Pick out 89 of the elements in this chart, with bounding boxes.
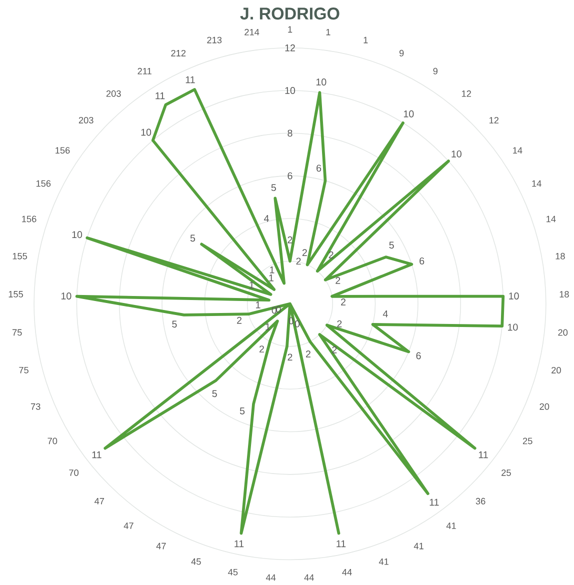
spoke-label: 47 — [94, 498, 104, 504]
spoke-label: 70 — [69, 469, 79, 476]
spoke-label: 14 — [513, 147, 522, 154]
y-tick-label: 8 — [288, 130, 292, 137]
spoke-label: 14 — [546, 216, 556, 222]
data-label: 1 — [270, 266, 274, 274]
data-label: 2 — [341, 298, 346, 306]
spoke-label: 212 — [171, 50, 186, 56]
data-label: 2 — [337, 320, 342, 328]
data-label: 5 — [212, 390, 218, 398]
spoke-label: 213 — [207, 36, 222, 44]
spoke-label: 18 — [556, 252, 566, 260]
spoke-label: 12 — [462, 90, 472, 97]
spoke-label: 47 — [156, 542, 166, 550]
data-label: 5 — [389, 242, 394, 249]
spoke-label: 9 — [433, 68, 438, 74]
data-label: 11 — [430, 498, 439, 506]
spoke-label: 20 — [558, 329, 568, 336]
data-label: 2 — [237, 316, 242, 324]
data-label: 5 — [190, 234, 196, 242]
spoke-label: 45 — [228, 568, 238, 576]
data-label: 6 — [416, 352, 422, 360]
spoke-label: 20 — [540, 403, 550, 410]
data-label: 2 — [302, 249, 308, 256]
spoke-label: 73 — [31, 403, 40, 410]
data-label: 4 — [383, 310, 388, 318]
data-label: 11 — [479, 451, 488, 458]
data-label: 2 — [336, 276, 340, 284]
spoke-label: 44 — [266, 574, 276, 581]
data-label: 5 — [240, 408, 245, 414]
spoke-label: 75 — [12, 329, 22, 336]
spoke-label: 156 — [22, 216, 36, 222]
spoke-label: 44 — [342, 569, 352, 576]
data-label: 11 — [336, 540, 346, 548]
spoke-label: 41 — [379, 558, 389, 565]
data-label: 1 — [256, 302, 260, 308]
data-label: 6 — [420, 257, 424, 264]
spoke-label: 75 — [19, 366, 29, 374]
spoke-label: 1 — [326, 28, 330, 36]
spoke-label: 41 — [414, 542, 424, 550]
spoke-label: 45 — [191, 558, 202, 565]
data-label: 10 — [62, 292, 72, 300]
spoke-label: 156 — [36, 180, 51, 187]
spoke-label: 70 — [48, 438, 58, 444]
data-label: 5 — [272, 184, 276, 192]
spoke-label: 155 — [9, 291, 24, 298]
data-label: 1 — [269, 274, 274, 282]
data-label: 10 — [452, 150, 462, 158]
data-label: 1 — [266, 323, 270, 330]
chart-title: J. RODRIGO — [240, 8, 340, 20]
spoke-label: 25 — [502, 469, 512, 476]
y-tick-label: 10 — [285, 87, 296, 94]
data-label: 2 — [332, 346, 337, 354]
spoke-label: 155 — [13, 252, 28, 260]
data-label: 11 — [234, 540, 244, 548]
data-label: 10 — [404, 110, 414, 118]
data-label: 2 — [306, 350, 311, 358]
data-label: 10 — [72, 231, 82, 238]
data-label: 11 — [92, 451, 102, 458]
spoke-label: 1 — [288, 26, 292, 33]
data-label: 2 — [329, 251, 334, 258]
y-tick-label: 6 — [288, 172, 292, 180]
spoke-label: 156 — [56, 147, 70, 154]
spoke-label: 1 — [364, 36, 368, 44]
spoke-label: 203 — [79, 116, 94, 124]
data-label: 10 — [509, 292, 520, 300]
spoke-label: 211 — [138, 68, 152, 74]
spoke-label: 203 — [106, 90, 122, 97]
data-label: 2 — [260, 346, 264, 352]
spoke-label: 25 — [523, 438, 532, 444]
spoke-label: 41 — [446, 522, 456, 529]
spoke-label: 14 — [532, 180, 542, 187]
spoke-label: 36 — [476, 498, 486, 504]
data-label: 10 — [508, 324, 518, 331]
spoke-label: 47 — [124, 522, 134, 529]
data-label: 11 — [186, 76, 196, 84]
spoke-label: 12 — [490, 117, 499, 124]
spoke-label: 44 — [304, 574, 314, 581]
data-label: 6 — [316, 164, 322, 172]
data-label: 5 — [172, 320, 177, 328]
data-label: 10 — [316, 78, 326, 86]
spoke-label: 214 — [244, 28, 260, 36]
spoke-label: 18 — [560, 290, 570, 298]
spoke-label: 20 — [552, 366, 562, 374]
spoke-label: 9 — [400, 50, 404, 56]
data-label: 10 — [142, 128, 152, 136]
data-label: 11 — [156, 92, 165, 100]
y-tick-label: 12 — [285, 44, 296, 52]
data-label: 1 — [250, 282, 254, 288]
